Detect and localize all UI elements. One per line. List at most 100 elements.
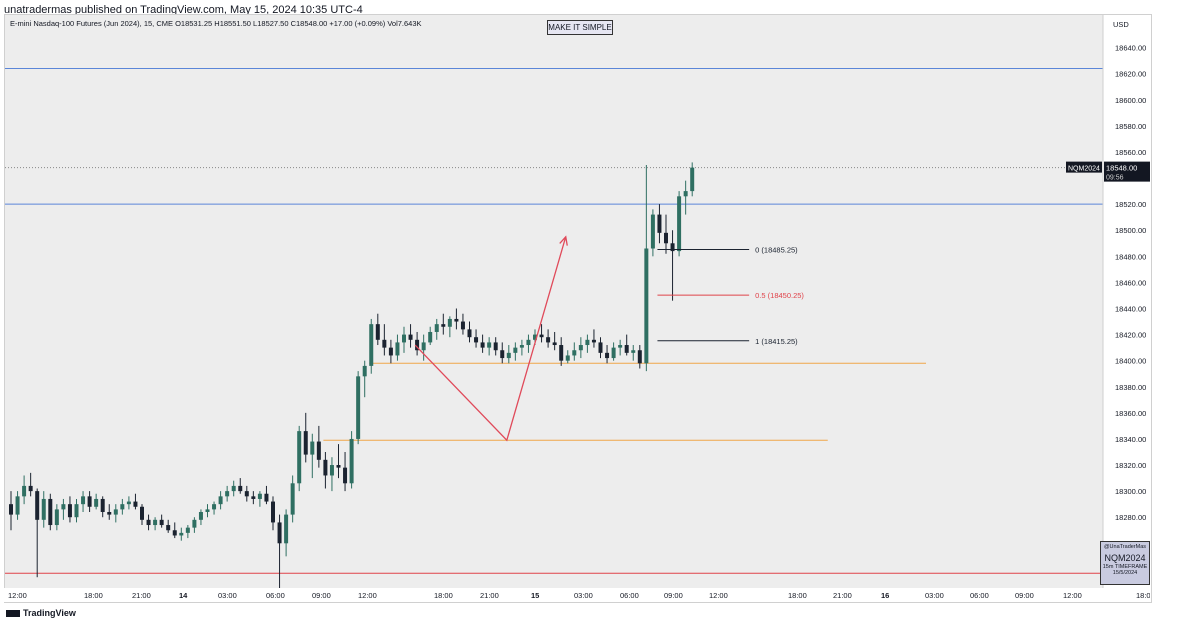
candle-body-62 xyxy=(415,339,420,351)
candle-body-47 xyxy=(316,441,321,460)
candle-body-51 xyxy=(343,467,348,484)
candle-body-24 xyxy=(166,525,171,531)
candle-body-23 xyxy=(159,519,164,526)
x-tick-label-11: 03:00 xyxy=(574,591,593,600)
candle-body-103 xyxy=(683,191,688,197)
candle-body-81 xyxy=(539,334,544,338)
candle-body-44 xyxy=(297,431,302,484)
watermark-timeframe: 15m TIMEFRAME xyxy=(1102,564,1148,570)
candle-body-74 xyxy=(493,342,498,351)
price-chart[interactable]: 0 (18485.25) 0.5 (18450.25) 1 (18415.25) U… xyxy=(5,15,1151,602)
candle-body-65 xyxy=(434,324,439,332)
candle-body-94 xyxy=(624,345,629,353)
candle-body-75 xyxy=(500,350,505,359)
x-tick-label-3: 14 xyxy=(179,591,188,600)
x-tick-label-7: 12:00 xyxy=(358,591,377,600)
chart-frame[interactable]: 0 (18485.25) 0.5 (18450.25) 1 (18415.25) U… xyxy=(4,14,1152,603)
candle-body-48 xyxy=(323,459,328,476)
time-axis[interactable]: 12:00 18:00 21:00 14 03:00 06:00 09:00 12:00 18:… xyxy=(4,588,1150,602)
candle-body-40 xyxy=(271,501,275,523)
candle-body-97 xyxy=(644,248,649,364)
candle-body-89 xyxy=(591,339,596,343)
candle-body-19 xyxy=(133,501,138,507)
tradingview-logo-icon xyxy=(6,610,20,617)
x-tick-label-9: 21:00 xyxy=(480,591,499,600)
candle-body-104 xyxy=(690,167,695,192)
candle-body-17 xyxy=(120,504,125,510)
candle-body-5 xyxy=(41,498,46,520)
candle-body-54 xyxy=(362,365,367,377)
y-tick-label-8: 18480.00 xyxy=(1115,252,1146,261)
candle-body-18 xyxy=(126,501,131,505)
x-tick-label-20: 09:00 xyxy=(1015,591,1034,600)
candle-body-14 xyxy=(100,498,105,512)
candle-body-98 xyxy=(650,214,655,249)
candle-body-80 xyxy=(533,334,537,340)
note-badge[interactable]: MAKE IT SIMPLE xyxy=(547,20,613,35)
candles xyxy=(9,162,695,601)
candle-body-32 xyxy=(218,496,223,505)
y-tick-label-15: 18340.00 xyxy=(1115,435,1146,444)
candle-body-22 xyxy=(153,519,158,526)
candle-body-79 xyxy=(526,339,531,346)
drawings: 0 (18485.25) 0.5 (18450.25) 1 (18415.25) xyxy=(414,235,804,442)
tradingview-logo[interactable]: TradingView xyxy=(6,608,76,618)
candle-body-92 xyxy=(611,347,616,359)
watermark-handle: @UnaTraderMas xyxy=(1103,544,1147,550)
candle-body-96 xyxy=(637,350,642,364)
candle-body-49 xyxy=(329,465,334,476)
y-tick-label-4: 18560.00 xyxy=(1115,148,1146,157)
candle-body-29 xyxy=(198,511,203,520)
x-tick-label-4: 03:00 xyxy=(218,591,237,600)
candle-body-86 xyxy=(572,350,577,356)
x-tick-label-22: 18:00 xyxy=(1136,591,1150,600)
symbol-tag: NQM2024 xyxy=(1068,166,1100,173)
candle-body-15 xyxy=(107,511,112,515)
candle-body-13 xyxy=(94,498,99,507)
watermark-symbol: NQM2024 xyxy=(1104,553,1146,563)
candle-body-85 xyxy=(565,355,570,361)
y-tick-label-10: 18440.00 xyxy=(1115,305,1146,314)
candle-body-11 xyxy=(81,496,86,505)
candle-body-28 xyxy=(192,519,197,528)
candle-body-10 xyxy=(74,504,79,518)
x-tick-label-21: 12:00 xyxy=(1063,591,1082,600)
x-tick-label-12: 06:00 xyxy=(620,591,639,600)
candle-body-55 xyxy=(369,324,374,366)
candle-body-50 xyxy=(336,465,341,468)
candle-body-27 xyxy=(185,527,190,533)
candle-body-66 xyxy=(441,324,446,327)
symbol-legend: E-mini Nasdaq-100 Futures (Jun 2024), 15… xyxy=(10,19,422,28)
candle-body-39 xyxy=(264,493,269,502)
candle-body-36 xyxy=(244,491,249,497)
candle-body-70 xyxy=(467,329,472,338)
tradingview-brand: TradingView xyxy=(23,608,76,618)
candle-body-61 xyxy=(408,334,413,340)
candle-body-78 xyxy=(519,345,524,348)
candle-body-12 xyxy=(87,496,92,507)
candle-body-53 xyxy=(356,376,361,439)
candle-body-87 xyxy=(578,345,583,351)
fib-label-2: 1 (18415.25) xyxy=(755,337,798,346)
candle-body-91 xyxy=(605,352,610,359)
candle-body-30 xyxy=(205,509,210,512)
candle-body-71 xyxy=(474,337,479,343)
candle-body-57 xyxy=(382,339,387,348)
candle-body-16 xyxy=(113,509,118,515)
candle-body-82 xyxy=(546,337,551,343)
candle-body-26 xyxy=(179,532,184,536)
candle-body-64 xyxy=(428,331,433,343)
y-tick-label-13: 18380.00 xyxy=(1115,383,1146,392)
candle-body-4 xyxy=(35,491,40,520)
candle-body-72 xyxy=(480,342,485,348)
candle-body-90 xyxy=(598,342,603,353)
symbol-tag-bg xyxy=(1066,161,1102,173)
y-tick-label-9: 18460.00 xyxy=(1115,278,1146,287)
x-tick-label-13: 09:00 xyxy=(664,591,683,600)
candle-body-9 xyxy=(67,504,72,518)
fib-label-0: 0 (18485.25) xyxy=(755,245,798,254)
candle-body-58 xyxy=(388,347,393,356)
candle-body-68 xyxy=(454,318,459,322)
fib-label-1: 0.5 (18450.25) xyxy=(755,291,804,300)
candle-body-37 xyxy=(251,496,256,499)
